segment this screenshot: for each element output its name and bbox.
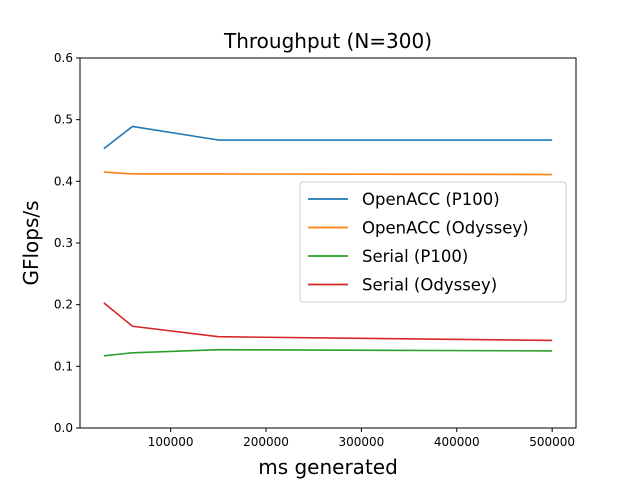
- series-line-3: [103, 348, 553, 357]
- legend-box: [299, 181, 567, 303]
- series-line-2: [103, 171, 553, 176]
- legend-entry: Serial (P100): [362, 247, 468, 266]
- y-axis-label: GFlops/s: [19, 200, 43, 285]
- y-tick-label: 0.4: [54, 174, 73, 188]
- plot-series: [103, 125, 553, 357]
- legend-entry: Serial (Odyssey): [362, 276, 497, 295]
- y-tick-label: 0.0: [54, 421, 73, 435]
- legend: OpenACC (P100) OpenACC (Odyssey) Serial (P…: [299, 181, 567, 303]
- x-tick-label: 400000: [434, 435, 480, 449]
- series-line-4: [103, 302, 553, 342]
- x-tick-label: 500000: [529, 435, 575, 449]
- x-tick-label: 200000: [243, 435, 289, 449]
- y-tick-label: 0.6: [54, 51, 73, 65]
- y-axis-ticks: 0.0 0.1 0.2 0.3 0.4 0.5 0.6: [54, 51, 80, 435]
- x-axis-label: ms generated: [258, 455, 398, 479]
- x-axis-ticks: 100000 200000 300000 400000 500000: [148, 428, 575, 449]
- chart-title: Throughput (N=300): [223, 29, 432, 53]
- series-line-1: [103, 125, 553, 150]
- x-tick-label: 100000: [148, 435, 194, 449]
- legend-entry: OpenACC (P100): [362, 190, 500, 209]
- legend-entry: OpenACC (Odyssey): [362, 219, 529, 238]
- x-tick-label: 300000: [338, 435, 384, 449]
- y-tick-label: 0.5: [54, 113, 73, 127]
- y-tick-label: 0.3: [54, 236, 73, 250]
- y-tick-label: 0.2: [54, 298, 73, 312]
- y-tick-label: 0.1: [54, 359, 73, 373]
